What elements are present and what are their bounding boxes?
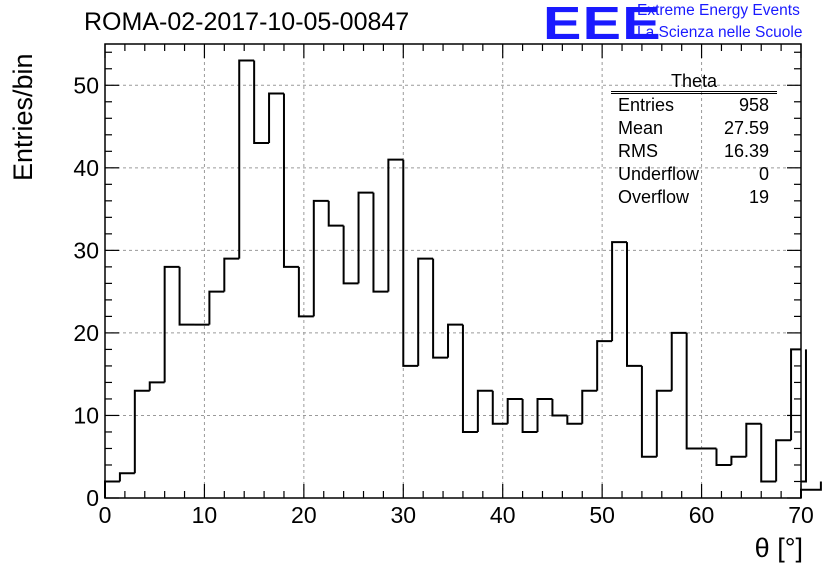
y-tick-label: 50	[73, 72, 99, 98]
histogram-bin	[730, 455, 747, 465]
logo-line-1: Extreme Energy Events	[637, 2, 800, 19]
histogram-bin	[536, 397, 553, 432]
histogram-bin	[476, 389, 493, 432]
histogram-bin	[596, 340, 613, 391]
logo-line-2: La Scienza nelle Scuole	[637, 24, 803, 41]
histogram-bin	[521, 398, 538, 433]
grid-lines	[105, 44, 801, 498]
histogram-bin	[238, 59, 255, 259]
histogram-bin	[745, 422, 762, 457]
y-tick-label: 40	[73, 155, 99, 181]
histogram-bin	[760, 423, 777, 483]
histogram-bin	[327, 200, 344, 227]
histogram-bin	[104, 480, 120, 498]
y-axis-title: Entries/bin	[8, 53, 38, 181]
stats-label: RMS	[618, 141, 658, 161]
logo-letters: EEE	[543, 0, 662, 49]
histogram-bin	[253, 60, 270, 145]
histogram-bin	[282, 93, 299, 268]
stats-row-entries: Entries 958	[611, 94, 777, 117]
y-tick-label: 20	[73, 320, 99, 346]
histogram-bin	[432, 258, 449, 359]
tick-labels: 0 10 20 30 40 50 60 70 0 10 20 30 40 50	[73, 72, 813, 528]
stats-value: 16.39	[723, 141, 769, 161]
stats-label: Mean	[618, 118, 664, 138]
histogram-bin	[655, 389, 672, 457]
axis-ticks	[104, 44, 802, 499]
histogram-bin	[801, 349, 807, 483]
histogram-bin	[268, 92, 284, 144]
histogram-bin	[581, 389, 598, 424]
histogram-bin	[506, 397, 523, 424]
stats-label: Entries	[618, 95, 675, 115]
x-axis-title: θ [°]	[754, 533, 803, 563]
histogram-bin	[163, 265, 180, 383]
histogram-bin	[670, 331, 687, 391]
x-tick-label: 20	[291, 502, 317, 528]
histogram-bin	[626, 242, 642, 367]
stats-row-underflow: Underflow 0	[611, 163, 777, 186]
histogram-bin	[715, 448, 732, 466]
histogram-bin	[775, 439, 792, 482]
histogram-bin	[148, 381, 165, 391]
x-tick-label: 10	[192, 502, 218, 528]
histogram-bin	[357, 191, 374, 284]
histogram-bin	[297, 266, 314, 318]
y-tick-label: 0	[86, 485, 99, 511]
plot-frame-rect	[104, 43, 802, 499]
plot-frame	[104, 43, 802, 499]
histogram-bin	[208, 290, 225, 325]
stats-value: 27.59	[723, 118, 769, 138]
histogram-bin	[372, 192, 389, 293]
histogram-bin	[447, 323, 463, 358]
y-tick-label: 30	[73, 237, 99, 263]
x-tick-label: 50	[589, 502, 615, 528]
x-tick-label: 70	[788, 502, 814, 528]
stats-title: Theta	[611, 71, 777, 94]
histogram-bin	[402, 159, 419, 367]
histogram-bin	[312, 199, 329, 317]
stats-value: 19	[748, 187, 769, 207]
histogram-bin	[461, 324, 478, 433]
stats-value: 958	[738, 95, 769, 115]
histogram-bin	[566, 415, 583, 425]
x-tick-label: 30	[390, 502, 416, 528]
histogram-bin	[342, 225, 359, 285]
histogram-bin	[223, 257, 240, 292]
histogram-bin	[611, 241, 627, 342]
x-tick-label: 60	[689, 502, 715, 528]
histogram-bin	[417, 257, 434, 366]
histogram-bin	[118, 472, 135, 482]
histogram-bin	[133, 389, 150, 474]
x-tick-label: 40	[490, 502, 516, 528]
run-title: ROMA-02-2017-10-05-00847	[84, 8, 410, 36]
stats-box: Theta Entries 958 Mean 27.59 RMS 16.39 U…	[611, 70, 777, 209]
histogram-bin	[551, 398, 568, 417]
histogram-series	[104, 59, 822, 498]
stats-row-rms: RMS 16.39	[611, 140, 777, 163]
histogram-bin	[790, 348, 801, 441]
histogram-bin	[685, 332, 702, 450]
histogram-bin	[178, 266, 195, 326]
stats-row-mean: Mean 27.59	[611, 117, 777, 140]
y-tick-label: 10	[73, 402, 99, 428]
histogram-bin	[640, 365, 657, 458]
stats-value: 0	[758, 164, 769, 184]
x-tick-label: 0	[99, 502, 112, 528]
stats-label: Underflow	[618, 164, 700, 184]
histogram-bin	[387, 158, 404, 292]
stats-row-overflow: Overflow 19	[611, 186, 777, 209]
histogram-bin	[800, 481, 822, 498]
histogram-bin	[491, 390, 508, 425]
stats-label: Overflow	[618, 187, 690, 207]
